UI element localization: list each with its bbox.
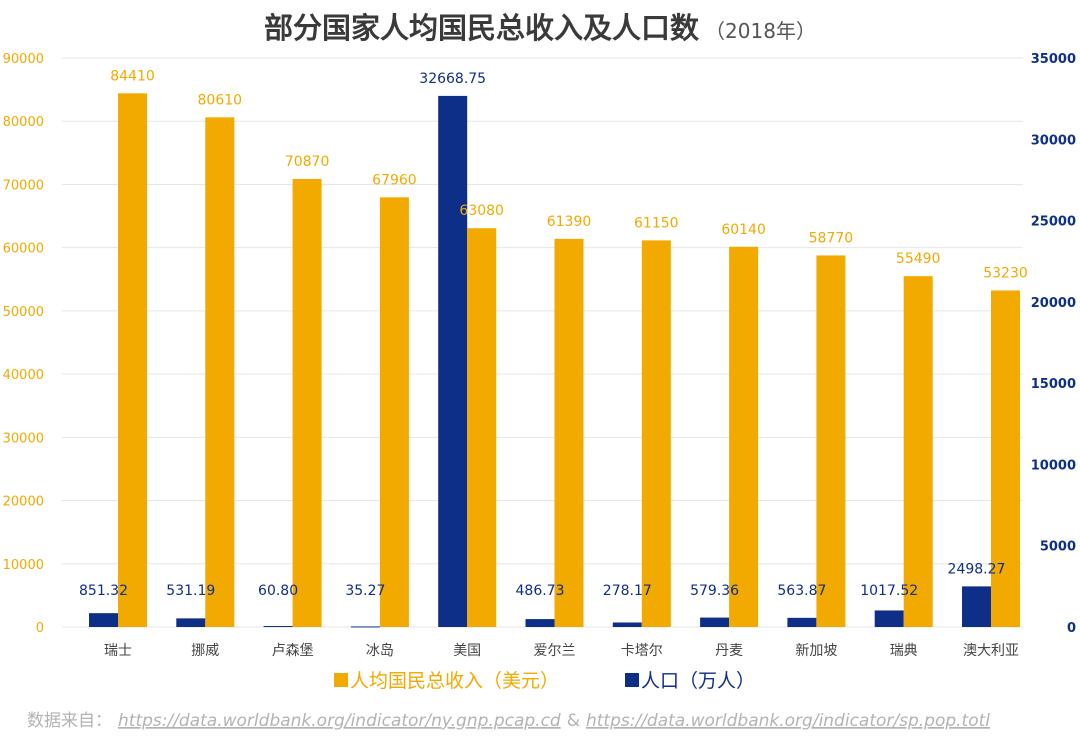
bar-gni — [903, 276, 933, 627]
data-label-gni: 55490 — [896, 251, 941, 267]
source-link-pop[interactable]: https://data.worldbank.org/indicator/sp.… — [586, 711, 990, 731]
source-separator: & — [567, 711, 580, 731]
bar-population — [962, 586, 991, 627]
right-tick-label: 15000 — [1031, 377, 1076, 392]
bar-population — [176, 618, 206, 627]
bar-population — [438, 95, 468, 627]
left-tick-label: 60000 — [3, 242, 44, 257]
category-labels: 瑞士 挪威 卢森堡 冰岛 美国 爱尔兰 卡塔尔 丹麦 新加坡 瑞典 澳大利亚 — [104, 643, 1019, 659]
data-label-gni: 61390 — [547, 214, 592, 230]
right-tick-label: 5000 — [1040, 540, 1076, 555]
bars — [89, 93, 1020, 628]
category-label: 卡塔尔 — [621, 643, 663, 659]
category-label: 新加坡 — [795, 643, 837, 659]
data-label-population: 851.32 — [79, 583, 128, 599]
legend-swatch-pop — [625, 673, 639, 687]
legend-label-pop: 人口（万人） — [641, 670, 755, 692]
data-label-population: 579.36 — [690, 583, 739, 599]
data-label-population: 278.17 — [603, 583, 652, 599]
data-label-gni: 63080 — [459, 203, 504, 219]
data-label-gni: 58770 — [809, 230, 854, 246]
bar-population — [787, 617, 817, 627]
data-label-gni: 67960 — [372, 172, 417, 188]
category-label: 美国 — [453, 643, 481, 659]
right-tick-label: 0 — [1067, 621, 1076, 636]
data-label-population: 563.87 — [777, 583, 826, 599]
data-label-population: 1017.52 — [860, 583, 918, 599]
source-prefix: 数据来自： — [27, 711, 112, 731]
left-tick-label: 10000 — [3, 558, 44, 573]
data-labels: 84410 851.32 80610 531.19 70870 60.80 67960 35.… — [79, 68, 1028, 599]
chart-title-subtitle: （2018年） — [705, 19, 816, 43]
left-axis-ticks: 0 10000 20000 30000 40000 50000 60000 70000 8000… — [3, 52, 44, 636]
right-tick-label: 10000 — [1031, 458, 1076, 473]
bar-population — [350, 626, 380, 628]
source-line: 数据来自： https://data.worldbank.org/indicato… — [27, 711, 990, 731]
right-tick-label: 35000 — [1031, 52, 1076, 67]
bar-gni — [641, 240, 671, 627]
chart-title-main: 部分国家人均国民总收入及人口数 — [264, 11, 700, 45]
data-label-population: 60.80 — [258, 583, 298, 599]
bar-gni — [729, 246, 759, 627]
right-axis-ticks: 0 5000 10000 15000 20000 25000 30000 35000 — [1031, 52, 1076, 636]
bar-gni — [816, 255, 846, 627]
category-label: 卢森堡 — [272, 643, 314, 659]
data-label-gni: 80610 — [198, 92, 243, 108]
bar-population — [612, 622, 642, 627]
bar-population — [525, 619, 555, 627]
data-label-gni: 60140 — [721, 222, 766, 238]
chart-title: 部分国家人均国民总收入及人口数 （2018年） — [264, 11, 816, 45]
data-label-population: 486.73 — [516, 583, 565, 599]
bar-gni — [118, 93, 147, 627]
right-tick-label: 20000 — [1031, 296, 1076, 311]
left-tick-label: 0 — [36, 621, 44, 636]
bar-gni — [554, 238, 584, 627]
source-link-gni[interactable]: https://data.worldbank.org/indicator/ny.… — [118, 711, 561, 731]
bar-population — [874, 610, 904, 627]
data-label-gni: 70870 — [285, 154, 330, 170]
left-tick-label: 40000 — [3, 368, 44, 383]
category-label: 瑞士 — [104, 643, 132, 659]
left-tick-label: 30000 — [3, 431, 44, 446]
data-label-gni: 61150 — [634, 215, 679, 231]
bar-gni — [205, 117, 235, 628]
data-label-population: 531.19 — [166, 583, 215, 599]
legend-swatch-gni — [334, 673, 348, 687]
bar-population — [700, 617, 730, 627]
left-tick-label: 90000 — [3, 52, 44, 67]
category-label: 爱尔兰 — [534, 643, 576, 659]
data-label-population: 35.27 — [345, 583, 385, 599]
bar-gni — [467, 228, 497, 628]
bar-population — [263, 626, 293, 628]
category-label: 丹麦 — [715, 643, 743, 659]
data-label-population: 2498.27 — [948, 561, 1006, 577]
right-tick-label: 30000 — [1031, 133, 1076, 148]
left-tick-label: 70000 — [3, 178, 44, 193]
left-tick-label: 80000 — [3, 115, 44, 130]
right-tick-label: 25000 — [1031, 215, 1076, 230]
category-label: 挪威 — [191, 643, 219, 659]
data-label-gni: 84410 — [110, 68, 155, 84]
data-label-population: 32668.75 — [419, 71, 486, 87]
legend-label-gni: 人均国民总收入（美元） — [350, 670, 559, 692]
bar-gni — [292, 178, 322, 628]
bar-gni — [991, 290, 1020, 627]
legend: 人均国民总收入（美元） 人口（万人） — [334, 670, 755, 692]
left-tick-label: 50000 — [3, 305, 44, 320]
bar-gni — [379, 197, 409, 627]
category-label: 冰岛 — [366, 643, 394, 659]
bar-population — [89, 613, 118, 627]
left-tick-label: 20000 — [3, 495, 44, 510]
category-label: 澳大利亚 — [963, 643, 1019, 659]
category-label: 瑞典 — [890, 643, 918, 659]
data-label-gni: 53230 — [983, 265, 1028, 281]
